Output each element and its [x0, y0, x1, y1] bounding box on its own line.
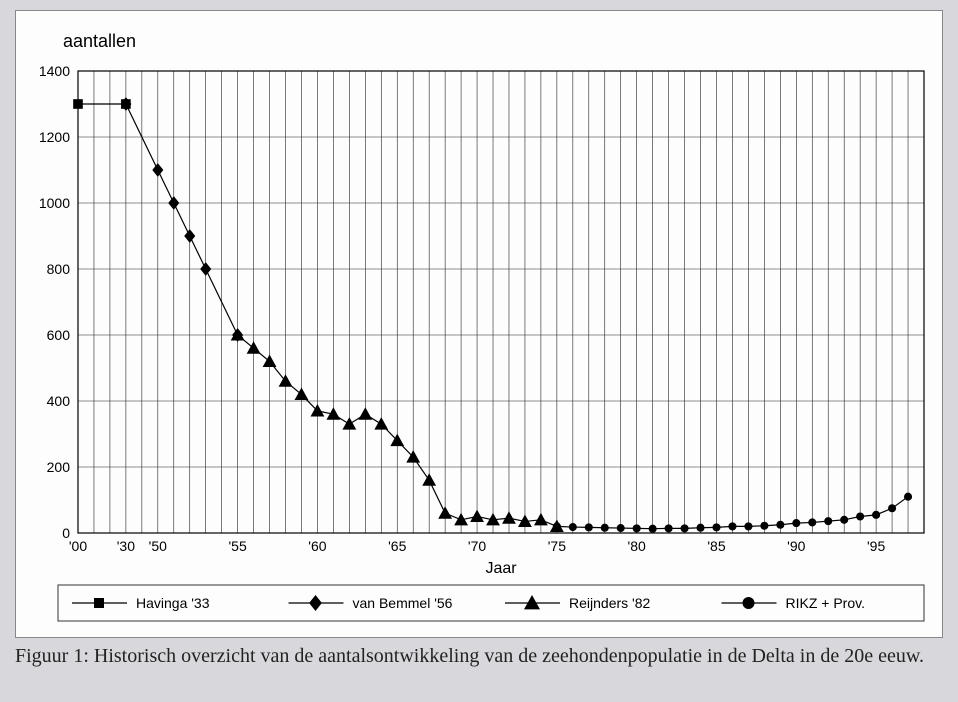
svg-text:'75: '75	[548, 538, 566, 554]
chart-frame: 0200400600800100012001400aantallen'00'30…	[15, 10, 943, 638]
svg-text:200: 200	[47, 459, 71, 475]
legend-label: Reijnders '82	[569, 595, 650, 611]
svg-text:'50: '50	[149, 538, 167, 554]
svg-text:'70: '70	[468, 538, 486, 554]
svg-text:400: 400	[47, 393, 71, 409]
svg-text:1200: 1200	[39, 129, 70, 145]
svg-text:'60: '60	[308, 538, 326, 554]
svg-text:Jaar: Jaar	[485, 560, 517, 577]
y-axis-title: aantallen	[63, 31, 136, 51]
svg-text:'95: '95	[867, 538, 885, 554]
svg-text:'55: '55	[228, 538, 246, 554]
svg-text:'30: '30	[117, 538, 135, 554]
svg-text:'85: '85	[707, 538, 725, 554]
svg-text:600: 600	[47, 327, 71, 343]
svg-text:'90: '90	[787, 538, 805, 554]
series-van-bemmel-56	[120, 97, 243, 342]
svg-text:'65: '65	[388, 538, 406, 554]
legend-label: Havinga '33	[136, 595, 210, 611]
svg-text:'80: '80	[628, 538, 646, 554]
svg-text:800: 800	[47, 261, 71, 277]
svg-text:1000: 1000	[39, 195, 70, 211]
legend-label: van Bemmel '56	[353, 595, 453, 611]
legend-label: RIKZ + Prov.	[786, 595, 865, 611]
svg-text:1400: 1400	[39, 63, 70, 79]
svg-text:'00: '00	[69, 538, 87, 554]
figure-caption: Figuur 1: Historisch overzicht van de aa…	[15, 644, 943, 669]
